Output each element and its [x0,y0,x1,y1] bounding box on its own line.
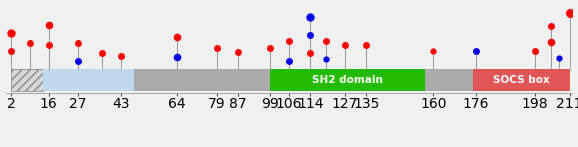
Bar [271,69,425,91]
Bar [43,69,134,91]
Bar [11,69,43,91]
Bar [425,69,473,91]
Bar [11,69,569,91]
Bar [473,69,569,91]
Text: SOCS box: SOCS box [493,75,550,85]
Text: SH2 domain: SH2 domain [312,75,383,85]
Bar [134,69,271,91]
